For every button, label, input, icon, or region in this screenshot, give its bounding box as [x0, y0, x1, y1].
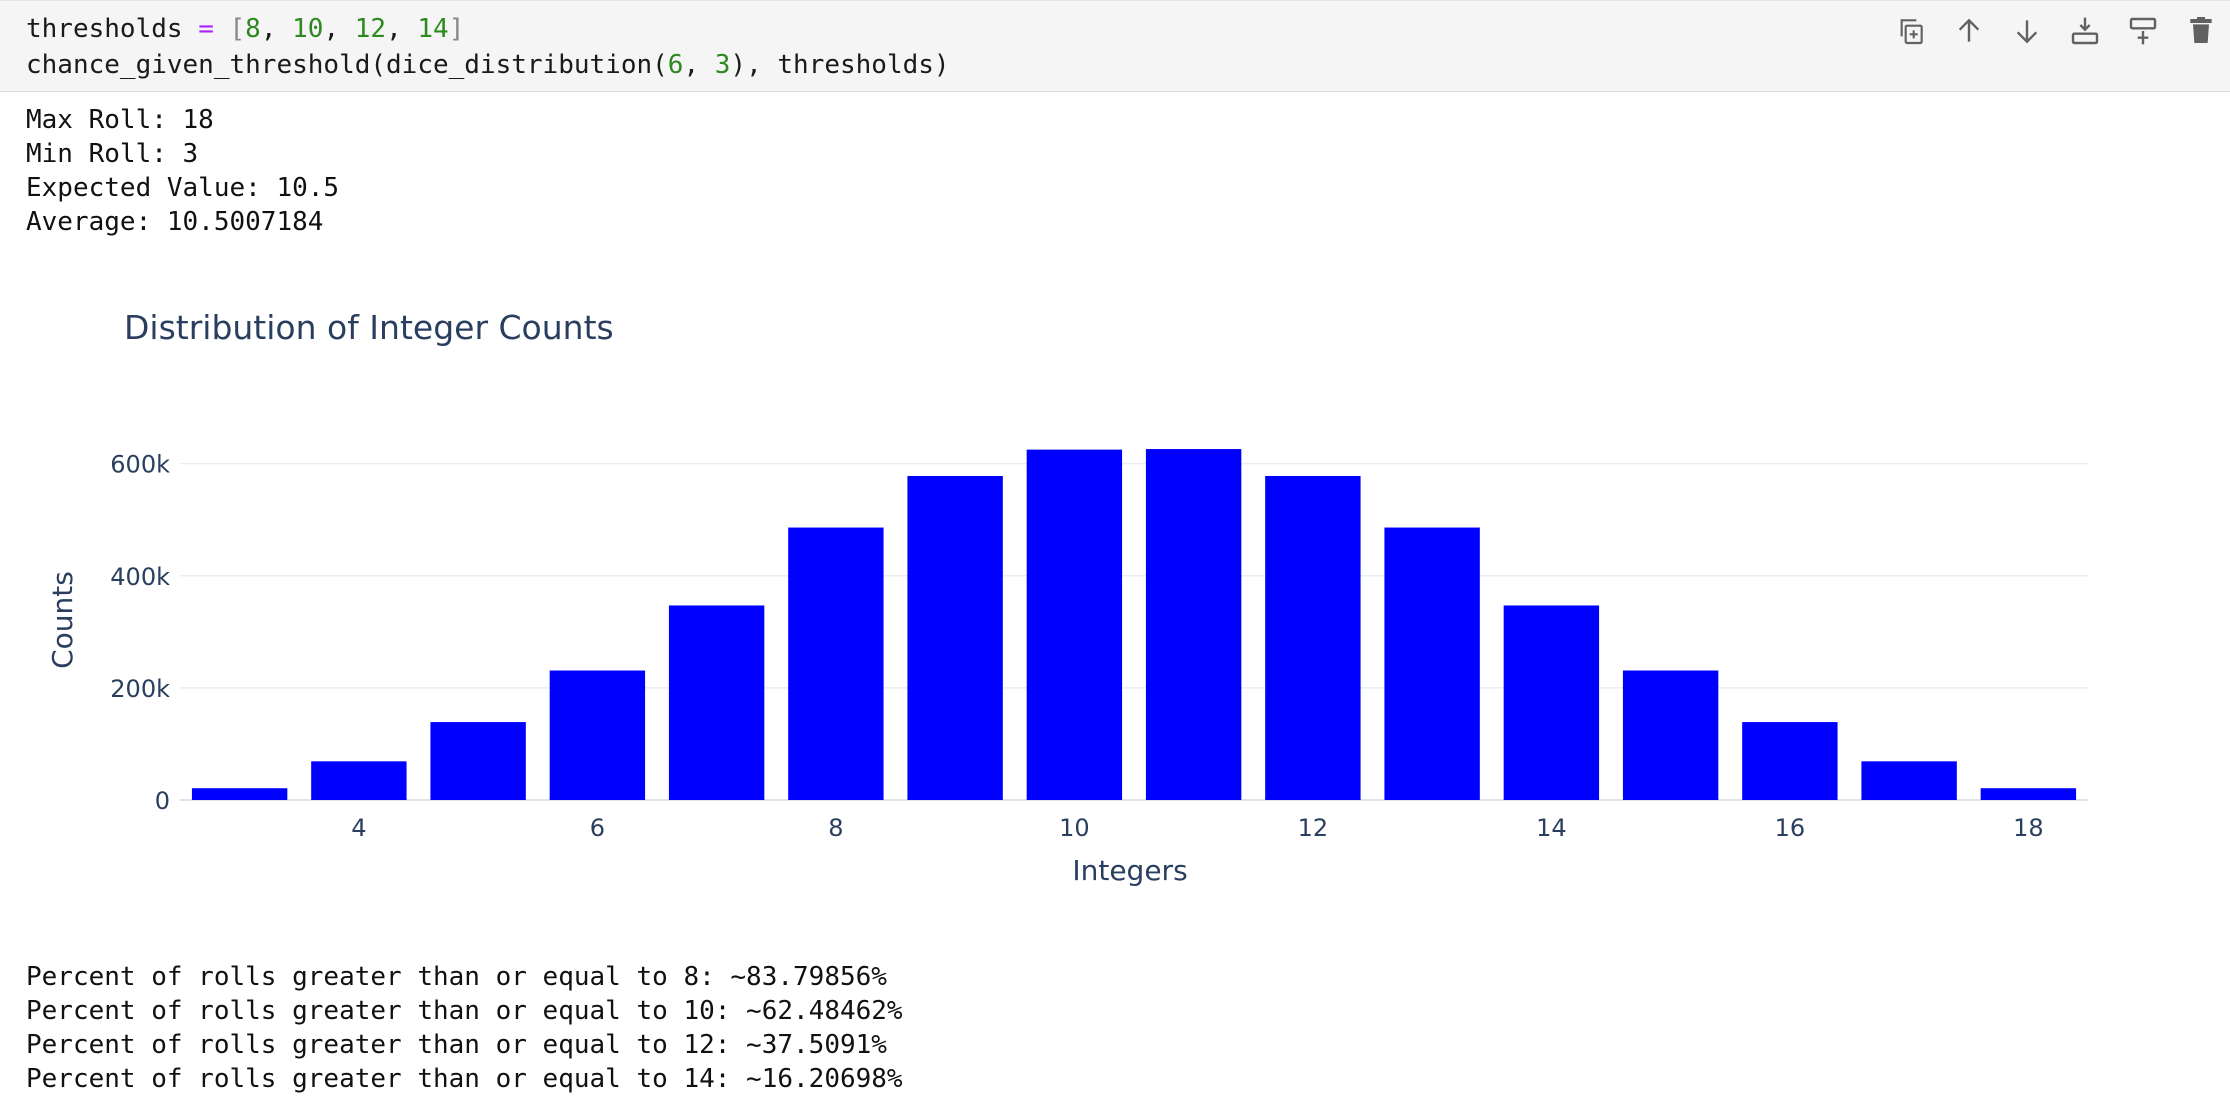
output-expected-value: Expected Value: 10.5	[26, 173, 340, 203]
x-tick-label: 18	[2013, 814, 2044, 842]
percent-line-8: Percent of rolls greater than or equal t…	[26, 962, 887, 992]
percent-line-12: Percent of rolls greater than or equal t…	[26, 1030, 887, 1060]
x-tick-label: 8	[828, 814, 843, 842]
bar-5[interactable]	[430, 722, 526, 800]
arrow-up-icon	[1958, 18, 1980, 42]
move-up-button[interactable]	[1940, 11, 1998, 51]
y-axis-label: Counts	[46, 571, 79, 669]
code-line-1: thresholds = [8, 10, 12, 14]	[26, 14, 465, 44]
bar-6[interactable]	[549, 670, 646, 801]
cell-toolbar	[1882, 11, 2230, 51]
x-tick-label: 16	[1775, 814, 1806, 842]
bar-16[interactable]	[1742, 722, 1838, 800]
insert-above-button[interactable]	[2056, 11, 2114, 51]
bar-4[interactable]	[311, 761, 407, 800]
bar-12[interactable]	[1265, 475, 1361, 800]
delete-cell-button[interactable]	[2172, 11, 2230, 51]
percent-line-10: Percent of rolls greater than or equal t…	[26, 996, 903, 1026]
code-close-bracket: ]	[448, 14, 465, 44]
y-tick-label: 600k	[110, 451, 170, 479]
output-min-roll: Min Roll: 3	[26, 139, 199, 169]
insert-above-icon	[2071, 17, 2099, 45]
code-call-rest: ), thresholds)	[730, 50, 950, 80]
code-number: 8	[245, 14, 261, 44]
x-tick-label: 10	[1059, 814, 1090, 842]
y-axis-ticks: 0 200k 400k 600k	[110, 451, 170, 815]
arrow-down-icon	[2016, 20, 2038, 44]
bar-10[interactable]	[1026, 449, 1123, 800]
move-down-button[interactable]	[1998, 11, 2056, 51]
y-tick-label: 200k	[110, 675, 170, 703]
code-assign-op: =	[198, 14, 214, 44]
code-line-2: chance_given_threshold(dice_distribution…	[26, 47, 950, 83]
insert-below-button[interactable]	[2114, 11, 2172, 51]
code-number: 12	[354, 14, 387, 44]
code-open-bracket: [	[229, 14, 246, 44]
output-average: Average: 10.5007184	[26, 207, 324, 237]
bar-9[interactable]	[907, 475, 1003, 800]
code-number: 14	[417, 14, 449, 44]
bar-8[interactable]	[788, 527, 884, 800]
code-number: 3	[714, 50, 731, 80]
bar-17[interactable]	[1861, 761, 1957, 800]
code-cell[interactable]: thresholds = [8, 10, 12, 14] chance_give…	[0, 0, 2230, 92]
y-tick-label: 400k	[110, 563, 170, 591]
bar-chart: Distribution of Integer Counts 0 200k 400k…	[46, 308, 2088, 887]
code-call: chance_given_threshold(dice_distribution…	[26, 50, 668, 80]
code-var-name: thresholds	[26, 14, 183, 44]
x-axis-ticks: 4 6 8 10 12 14 16 18	[351, 814, 2043, 842]
x-tick-label: 14	[1536, 814, 1567, 842]
bar-14[interactable]	[1503, 605, 1600, 800]
percent-line-14: Percent of rolls greater than or equal t…	[26, 1064, 903, 1094]
duplicate-cell-button[interactable]	[1882, 11, 1940, 51]
bar-11[interactable]	[1145, 449, 1242, 800]
bar-7[interactable]	[668, 605, 765, 800]
y-tick-label: 0	[155, 787, 170, 815]
output-max-roll: Max Roll: 18	[26, 105, 214, 135]
x-tick-label: 4	[351, 814, 366, 842]
trash-icon	[2190, 17, 2212, 43]
x-tick-label: 12	[1298, 814, 1329, 842]
duplicate-icon	[1900, 19, 1923, 45]
code-number: 10	[292, 14, 324, 44]
insert-below-icon	[2129, 17, 2157, 45]
chart-bars	[191, 449, 2077, 801]
code-separator: ,	[683, 50, 715, 80]
bar-13[interactable]	[1384, 527, 1480, 800]
bar-3[interactable]	[191, 788, 288, 800]
code-number: 6	[667, 50, 684, 80]
bar-15[interactable]	[1622, 670, 1719, 801]
x-tick-label: 6	[590, 814, 605, 842]
x-axis-label: Integers	[1072, 854, 1187, 887]
chart-title: Distribution of Integer Counts	[124, 308, 614, 347]
bar-18[interactable]	[1980, 788, 2077, 800]
